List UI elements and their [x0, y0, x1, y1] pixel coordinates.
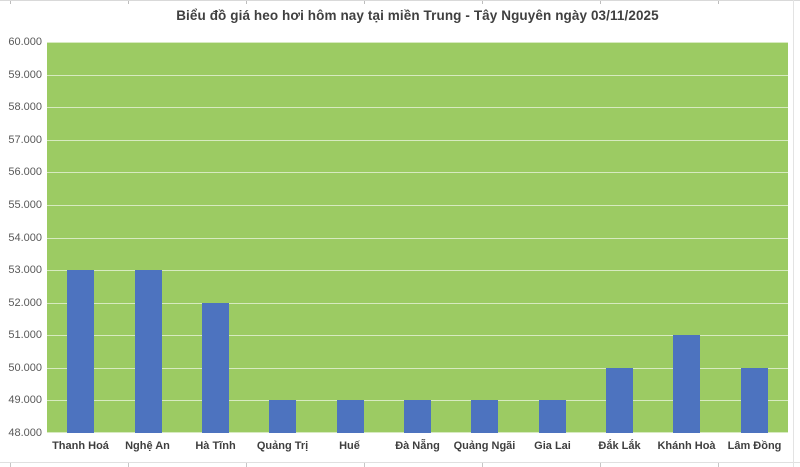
- x-axis-category-label: Quảng Trị: [256, 440, 309, 452]
- chart-bar: [67, 270, 94, 433]
- chart-bar: [202, 303, 229, 433]
- y-axis-tick-label: 51.000: [8, 329, 42, 341]
- x-axis-category-label: Hà Tĩnh: [195, 440, 236, 452]
- x-axis-category-label: Lâm Đồng: [727, 440, 782, 452]
- y-axis-tick-label: 57.000: [8, 134, 42, 146]
- gridline: [47, 303, 788, 304]
- y-axis-tick-label: 58.000: [8, 101, 42, 113]
- y-axis-tick-label: 49.000: [8, 394, 42, 406]
- worksheet-gridline-bottom: [0, 462, 800, 467]
- y-axis-tick-label: 53.000: [8, 264, 42, 276]
- y-axis-tick-label: 55.000: [8, 199, 42, 211]
- x-axis-category-label: Khánh Hoà: [657, 440, 716, 452]
- chart-bar: [741, 368, 768, 433]
- chart-bar: [606, 368, 633, 433]
- y-axis-tick-label: 56.000: [8, 166, 42, 178]
- y-axis-tick-label: 50.000: [8, 362, 42, 374]
- chart-bar: [404, 400, 431, 433]
- x-axis-category-label: Đà Nẵng: [395, 440, 440, 452]
- plot-area: [47, 42, 788, 433]
- chart-bar: [539, 400, 566, 433]
- chart-bar: [135, 270, 162, 433]
- gridline: [47, 140, 788, 141]
- chart-bar: [673, 335, 700, 433]
- worksheet-gridline-right: [793, 0, 794, 467]
- gridline: [47, 270, 788, 271]
- gridline: [47, 368, 788, 369]
- y-axis-tick-label: 60.000: [8, 36, 42, 48]
- gridline: [47, 75, 788, 76]
- x-axis-category-label: Huế: [339, 440, 360, 452]
- gridline: [47, 238, 788, 239]
- chart-title: Biểu đồ giá heo hơi hôm nay tại miền Tru…: [176, 8, 659, 23]
- x-axis-category-label: Gia Lai: [534, 440, 571, 452]
- y-axis-tick-label: 48.000: [8, 427, 42, 439]
- x-axis-category-label: Đắk Lắk: [598, 440, 641, 452]
- x-axis-category-label: Quảng Ngãi: [453, 440, 516, 452]
- gridline: [47, 205, 788, 206]
- chart-bar: [337, 400, 364, 433]
- y-axis-tick-label: 54.000: [8, 232, 42, 244]
- chart-bar: [269, 400, 296, 433]
- y-axis-tick-label: 59.000: [8, 69, 42, 81]
- x-axis-category-label: Nghệ An: [125, 440, 170, 452]
- gridline: [47, 107, 788, 108]
- gridline: [47, 42, 788, 43]
- x-axis-category-label: Thanh Hoá: [52, 440, 109, 452]
- y-axis-tick-label: 52.000: [8, 297, 42, 309]
- chart-bar: [471, 400, 498, 433]
- gridline: [47, 172, 788, 173]
- gridline: [47, 335, 788, 336]
- worksheet-gridline-top: [0, 0, 800, 4]
